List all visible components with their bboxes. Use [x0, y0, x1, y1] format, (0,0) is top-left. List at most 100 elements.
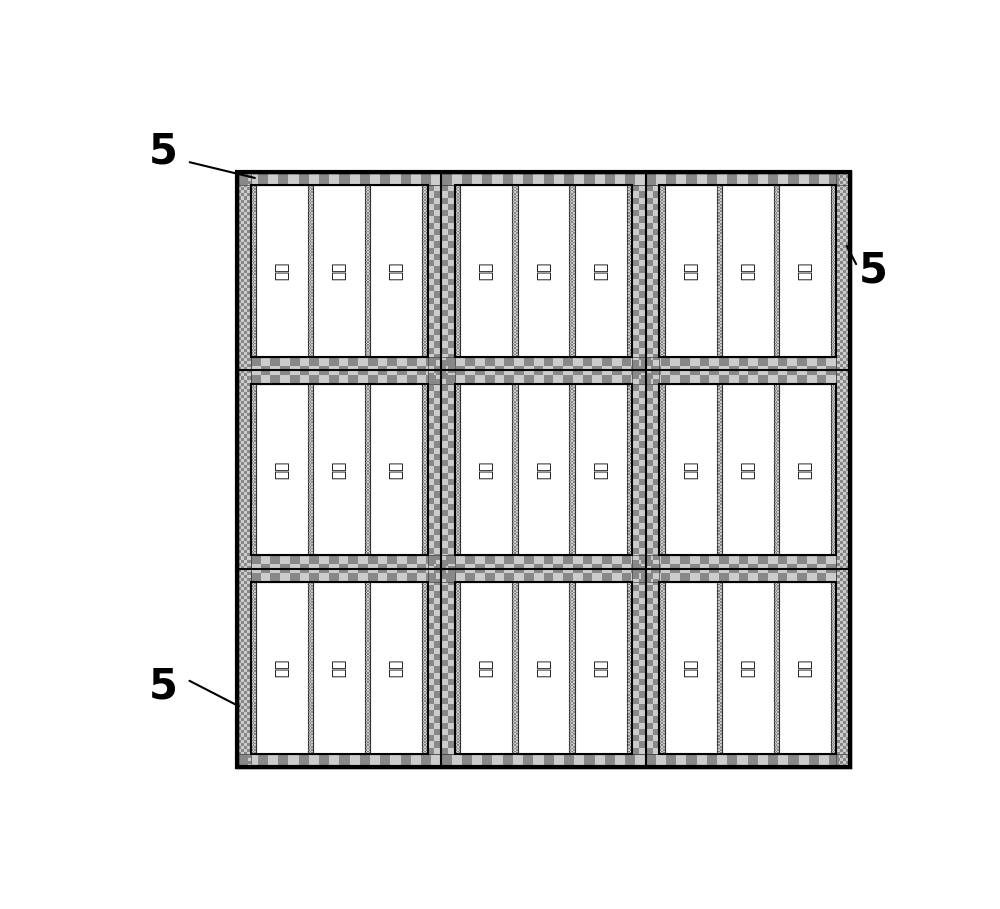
Bar — [311, 210, 313, 212]
Bar — [569, 494, 571, 495]
Bar — [774, 594, 776, 596]
Bar — [777, 510, 779, 511]
Bar — [717, 683, 718, 684]
Bar — [367, 203, 369, 204]
Bar — [426, 226, 428, 227]
Bar — [661, 684, 663, 686]
Bar — [569, 680, 571, 682]
Bar — [627, 743, 628, 744]
Bar — [422, 220, 424, 222]
Bar — [514, 682, 516, 683]
Bar — [774, 418, 776, 420]
Bar — [630, 444, 632, 445]
Bar — [777, 494, 779, 495]
Bar — [247, 425, 251, 428]
Bar — [718, 234, 720, 235]
Bar — [659, 245, 661, 246]
Bar — [253, 306, 254, 308]
Bar — [722, 384, 774, 555]
Bar — [831, 671, 833, 672]
Bar — [278, 172, 288, 185]
Bar — [516, 399, 518, 401]
Bar — [310, 332, 311, 334]
Bar — [369, 327, 370, 328]
Bar — [718, 622, 720, 624]
Bar — [831, 683, 833, 684]
Bar — [836, 673, 840, 675]
Bar — [516, 714, 518, 716]
Bar — [441, 560, 448, 566]
Bar — [661, 420, 663, 422]
Bar — [516, 544, 518, 546]
Bar — [833, 700, 834, 702]
Bar — [718, 281, 720, 283]
Bar — [512, 223, 514, 225]
Bar — [329, 555, 339, 564]
Bar — [659, 198, 661, 199]
Bar — [253, 590, 254, 592]
Bar — [369, 705, 370, 706]
Bar — [368, 357, 378, 365]
Bar — [424, 476, 426, 478]
Bar — [630, 405, 632, 407]
Bar — [632, 347, 639, 354]
Bar — [774, 633, 776, 634]
Bar — [659, 459, 661, 461]
Bar — [776, 682, 777, 683]
Bar — [776, 738, 777, 740]
Bar — [628, 590, 630, 592]
Bar — [720, 607, 722, 609]
Bar — [426, 390, 428, 392]
Bar — [514, 663, 516, 664]
Bar — [661, 335, 663, 336]
Bar — [846, 370, 850, 374]
Bar — [569, 185, 575, 357]
Bar — [564, 754, 574, 767]
Bar — [254, 472, 256, 474]
Bar — [367, 688, 369, 689]
Bar — [661, 584, 663, 585]
Bar — [457, 442, 459, 444]
Text: 红色: 红色 — [683, 461, 698, 479]
Bar — [310, 306, 311, 308]
Bar — [573, 334, 575, 335]
Bar — [718, 335, 720, 336]
Bar — [426, 620, 428, 622]
Bar — [720, 264, 722, 265]
Bar — [630, 746, 632, 747]
Bar — [569, 664, 571, 665]
Bar — [846, 273, 850, 275]
Bar — [661, 263, 663, 264]
Bar — [831, 693, 833, 694]
Bar — [639, 692, 646, 698]
Text: 绿色: 绿色 — [536, 659, 551, 677]
Bar — [569, 504, 571, 505]
Bar — [661, 452, 663, 453]
Bar — [834, 607, 836, 609]
Bar — [718, 392, 720, 393]
Bar — [426, 185, 428, 186]
Bar — [573, 274, 575, 275]
Bar — [646, 660, 653, 666]
Bar — [311, 216, 313, 218]
Bar — [514, 622, 516, 624]
Bar — [369, 544, 370, 546]
Bar — [308, 601, 310, 603]
Text: 红色: 红色 — [275, 659, 290, 677]
Bar — [571, 584, 573, 585]
Bar — [365, 305, 367, 306]
Bar — [455, 683, 457, 684]
Bar — [237, 355, 241, 358]
Bar — [422, 192, 424, 193]
Bar — [774, 267, 776, 269]
Bar — [777, 642, 779, 644]
Bar — [659, 305, 661, 306]
Bar — [311, 734, 313, 735]
Bar — [424, 744, 426, 746]
Bar — [831, 330, 833, 332]
Bar — [717, 463, 718, 464]
Bar — [308, 220, 310, 222]
Bar — [575, 384, 627, 555]
Bar — [659, 585, 661, 587]
Bar — [833, 637, 834, 639]
